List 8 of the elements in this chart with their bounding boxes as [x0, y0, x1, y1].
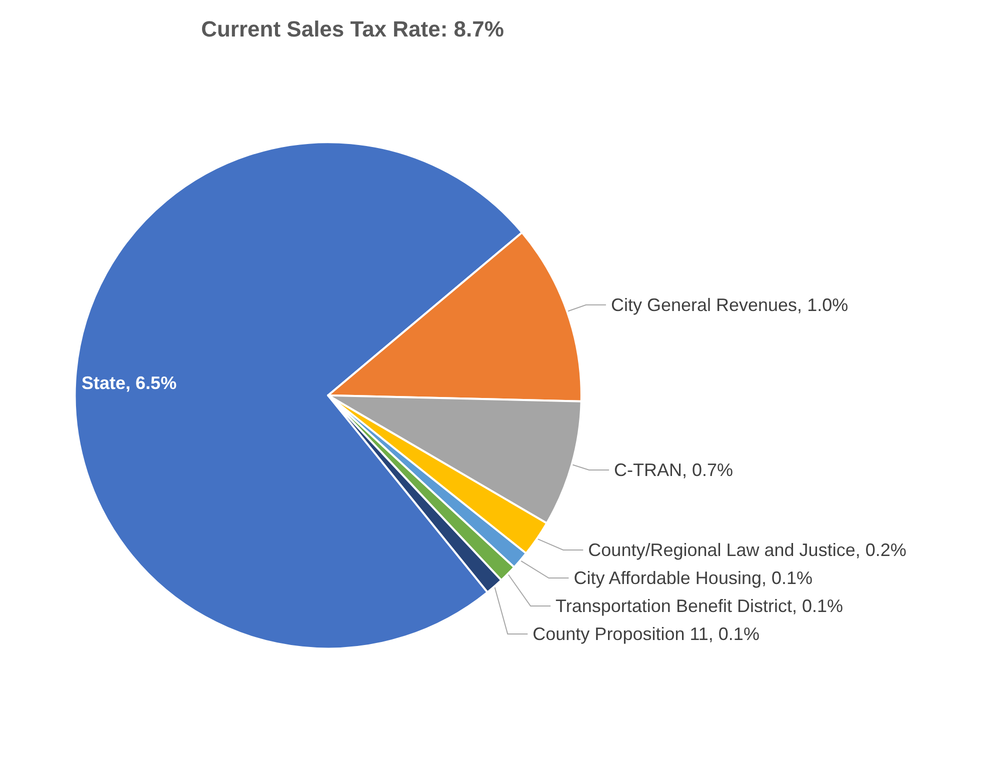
slice-label: County Proposition 11, 0.1%: [532, 624, 760, 644]
slice-label: C-TRAN, 0.7%: [614, 460, 734, 480]
slice-label: City General Revenues, 1.0%: [610, 294, 848, 315]
slice-label: City Affordable Housing, 0.1%: [574, 568, 813, 588]
slice-label: State, 6.5%: [82, 373, 177, 394]
slice-label: County/Regional Law and Justice, 0.2%: [588, 540, 906, 560]
chart-title: Current Sales Tax Rate: 8.7%: [201, 16, 504, 42]
slice-label: Transportation Benefit District, 0.1%: [556, 596, 844, 616]
